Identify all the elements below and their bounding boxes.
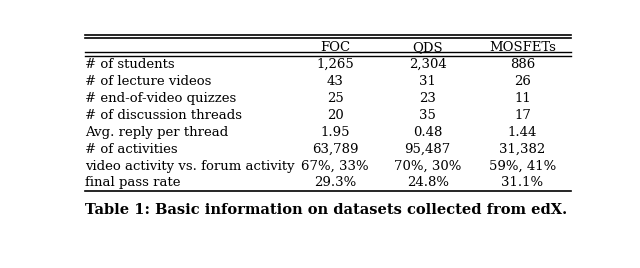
- Text: 1.95: 1.95: [321, 126, 350, 139]
- Text: 23: 23: [419, 92, 436, 105]
- Text: QDS: QDS: [412, 41, 443, 54]
- Text: 886: 886: [510, 58, 535, 71]
- Text: # of students: # of students: [85, 58, 175, 71]
- Text: 31,382: 31,382: [499, 143, 545, 156]
- Text: 26: 26: [514, 75, 531, 88]
- Text: 59%, 41%: 59%, 41%: [489, 159, 556, 173]
- Text: # of lecture videos: # of lecture videos: [85, 75, 211, 88]
- Text: 63,789: 63,789: [312, 143, 358, 156]
- Text: 35: 35: [419, 109, 436, 122]
- Text: final pass rate: final pass rate: [85, 176, 180, 189]
- Text: # of activities: # of activities: [85, 143, 177, 156]
- Text: 67%, 33%: 67%, 33%: [301, 159, 369, 173]
- Text: 11: 11: [514, 92, 531, 105]
- Text: 1,265: 1,265: [316, 58, 354, 71]
- Text: Table 1: Basic information on datasets collected from edX.: Table 1: Basic information on datasets c…: [85, 203, 567, 217]
- Text: 70%, 30%: 70%, 30%: [394, 159, 461, 173]
- Text: video activity vs. forum activity: video activity vs. forum activity: [85, 159, 294, 173]
- Text: 29.3%: 29.3%: [314, 176, 356, 189]
- Text: 95,487: 95,487: [404, 143, 451, 156]
- Text: 2,304: 2,304: [409, 58, 447, 71]
- Text: # of discussion threads: # of discussion threads: [85, 109, 242, 122]
- Text: # end-of-video quizzes: # end-of-video quizzes: [85, 92, 236, 105]
- Text: 31: 31: [419, 75, 436, 88]
- Text: 31.1%: 31.1%: [501, 176, 543, 189]
- Text: Avg. reply per thread: Avg. reply per thread: [85, 126, 228, 139]
- Text: 43: 43: [327, 75, 344, 88]
- Text: FOC: FOC: [320, 41, 350, 54]
- Text: MOSFETs: MOSFETs: [489, 41, 556, 54]
- Text: 24.8%: 24.8%: [406, 176, 449, 189]
- Text: 1.44: 1.44: [508, 126, 537, 139]
- Text: 17: 17: [514, 109, 531, 122]
- Text: 0.48: 0.48: [413, 126, 442, 139]
- Text: 25: 25: [327, 92, 344, 105]
- Text: 20: 20: [327, 109, 344, 122]
